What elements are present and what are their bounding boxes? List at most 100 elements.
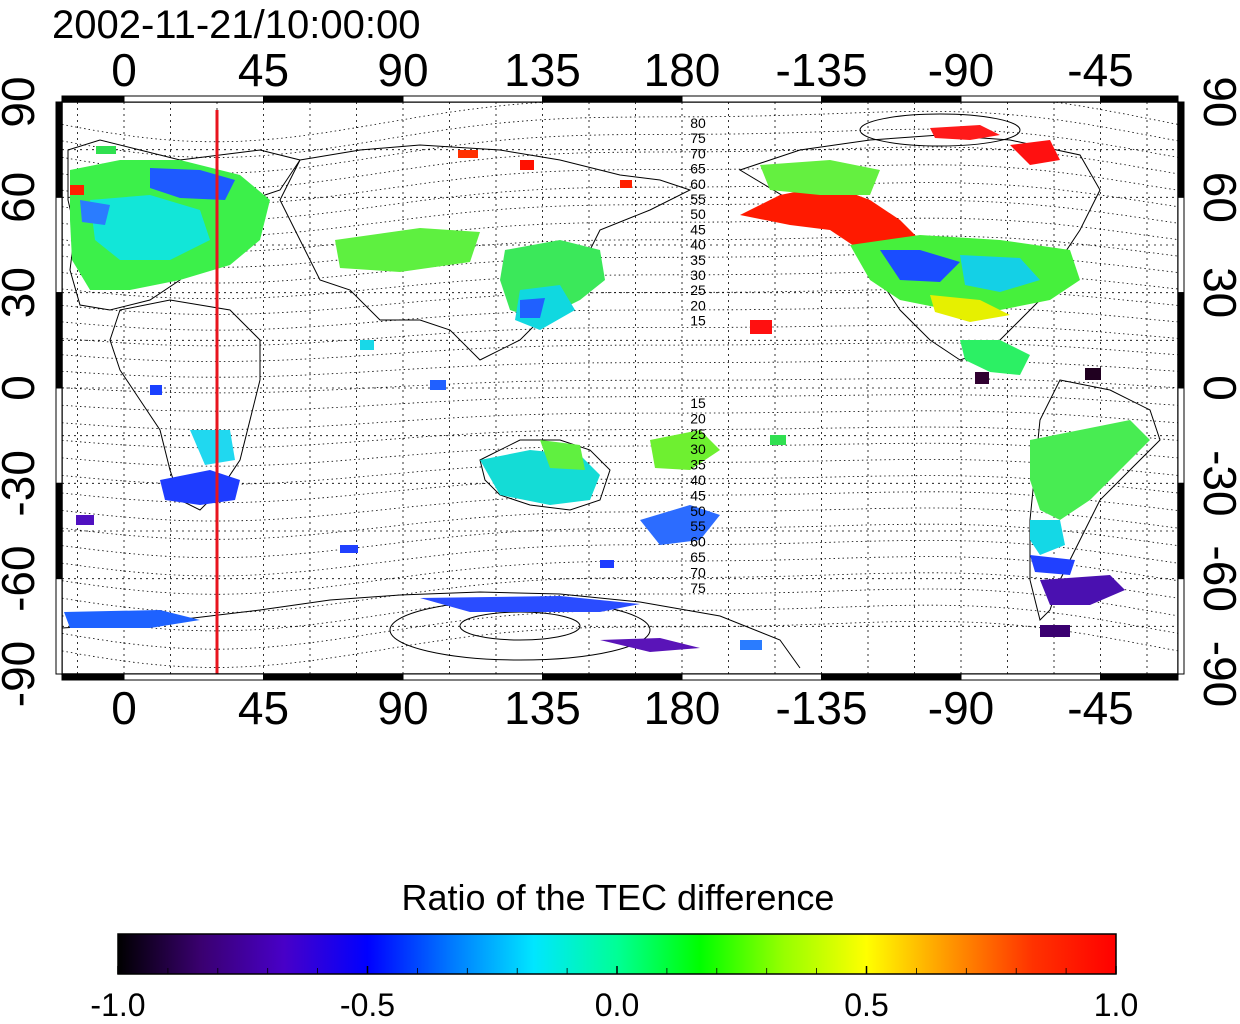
frame-top-segment bbox=[542, 95, 683, 103]
magnetic-contour-line bbox=[62, 491, 1178, 522]
contour-label-north: 65 bbox=[690, 161, 706, 177]
patch-na-yellow bbox=[930, 295, 1010, 322]
colorbar-tick-label: 1.0 bbox=[1094, 987, 1138, 1023]
magnetic-contour-line bbox=[62, 572, 1178, 614]
patch-greenland-red bbox=[1010, 140, 1060, 165]
patch-australia-green bbox=[540, 440, 585, 470]
patch-scatter bbox=[150, 385, 162, 395]
magnetic-contour-line bbox=[62, 378, 1178, 394]
colorbar-title: Ratio of the TEC difference bbox=[402, 877, 835, 918]
magnetic-contour-line bbox=[62, 426, 1178, 449]
patch-scatter bbox=[740, 640, 762, 650]
bottom-longitude-tick-labels: 0 45 90 135 180 -135 -90 -45 bbox=[111, 682, 1134, 734]
left-latitude-tick-labels: 90 60 30 0 -30 -60 -90 bbox=[0, 76, 44, 707]
top-tick-label: 45 bbox=[238, 44, 289, 96]
map-plot-area bbox=[62, 102, 1178, 674]
patch-scatter bbox=[750, 320, 772, 334]
contour-label-north: 60 bbox=[690, 176, 706, 192]
bottom-tick-label: 0 bbox=[111, 682, 137, 734]
contour-label-south: 30 bbox=[690, 441, 706, 457]
frame-bottom-segment bbox=[681, 673, 822, 681]
contour-labels: 8075706560555045403530252015152025303540… bbox=[690, 115, 706, 596]
patch-antarctica-blue-mid bbox=[420, 596, 640, 612]
left-tick-label: 30 bbox=[0, 267, 44, 318]
patch-safrica-blue bbox=[160, 470, 240, 505]
contour-label-south: 45 bbox=[690, 487, 706, 503]
magnetic-contour-line bbox=[62, 394, 1178, 412]
magnetic-contour-line bbox=[62, 271, 1178, 300]
frame-right-segment bbox=[1177, 578, 1185, 675]
contour-label-south: 75 bbox=[690, 580, 706, 596]
patch-sa-green bbox=[1030, 420, 1150, 520]
bottom-tick-label: 135 bbox=[504, 682, 581, 734]
magnetic-contour-line bbox=[62, 235, 1178, 268]
frame-top-segment bbox=[960, 95, 1101, 103]
contour-label-south: 55 bbox=[690, 518, 706, 534]
magnetic-contour-line bbox=[62, 342, 1178, 362]
patch-europe-cyan bbox=[90, 195, 210, 260]
contour-label-south: 15 bbox=[690, 395, 706, 411]
frame-top-segment bbox=[123, 95, 264, 103]
colorbar-tick-label: -0.5 bbox=[340, 987, 395, 1023]
frame-right-segment bbox=[1177, 101, 1185, 198]
patch-africa-cyan bbox=[190, 430, 235, 465]
magnetic-contour-line bbox=[62, 164, 1178, 206]
contour-label-north: 20 bbox=[690, 297, 706, 313]
patch-scatter bbox=[430, 380, 446, 390]
frame-left-segment bbox=[55, 101, 63, 198]
left-tick-label: -30 bbox=[0, 450, 44, 516]
contour-label-north: 15 bbox=[690, 313, 706, 329]
patch-eastasia-cyan bbox=[515, 285, 575, 330]
frame-bottom-segment bbox=[821, 673, 962, 681]
magnetic-latitude-contours bbox=[62, 102, 1178, 668]
magnetic-contour-line bbox=[62, 324, 1178, 347]
frame-bottom-segment bbox=[123, 673, 264, 681]
magnetic-contour-line bbox=[62, 442, 1178, 467]
colorbar-tick-label: -1.0 bbox=[90, 987, 145, 1023]
patch-scatter bbox=[620, 180, 632, 188]
patch-scatter bbox=[96, 146, 116, 154]
patch-asia-green bbox=[335, 228, 480, 272]
frame-right-segment bbox=[1177, 387, 1185, 484]
bottom-tick-label: 180 bbox=[644, 682, 721, 734]
right-tick-label: 90 bbox=[1194, 76, 1240, 127]
right-latitude-tick-labels: 90 60 30 0 -30 -60 -90 bbox=[1194, 76, 1240, 707]
magnetic-contour-line bbox=[62, 540, 1178, 577]
right-tick-label: 60 bbox=[1194, 172, 1240, 223]
left-tick-label: -90 bbox=[0, 641, 44, 707]
patch-scatter bbox=[340, 545, 358, 553]
right-tick-label: -90 bbox=[1194, 641, 1240, 707]
frame-right-segment bbox=[1177, 292, 1185, 389]
magnetic-contour-line bbox=[62, 410, 1178, 430]
coast-antarctica bbox=[62, 591, 801, 669]
colorbar-tick-label: 0.5 bbox=[844, 987, 888, 1023]
frame-top-segment bbox=[263, 95, 404, 103]
top-tick-label: 180 bbox=[644, 44, 721, 96]
contour-label-south: 40 bbox=[690, 472, 706, 488]
patch-scatter bbox=[975, 372, 989, 384]
contour-label-south: 70 bbox=[690, 564, 706, 580]
patch-canada-green bbox=[760, 160, 880, 195]
patch-scatter bbox=[520, 160, 534, 170]
bottom-tick-label: -45 bbox=[1067, 682, 1133, 734]
bottom-tick-label: -135 bbox=[775, 682, 867, 734]
patch-pacific-green bbox=[650, 430, 720, 470]
tec-ratio-data-patches bbox=[64, 125, 1150, 652]
patch-sa-purple bbox=[1040, 575, 1125, 605]
frame-left-segment bbox=[55, 482, 63, 580]
magnetic-contour-line bbox=[62, 306, 1178, 331]
right-tick-label: 30 bbox=[1194, 267, 1240, 318]
patch-europe-blue-2 bbox=[80, 200, 110, 225]
colorbar-ticks: -1.0 -0.5 0.0 0.5 1.0 bbox=[90, 966, 1138, 1023]
magnetic-contour-line bbox=[62, 289, 1178, 315]
frame-bottom-segment bbox=[960, 673, 1101, 681]
magnetic-contour-line bbox=[62, 556, 1178, 595]
frame-bottom-segment bbox=[542, 673, 683, 681]
magnetic-contour-line bbox=[62, 200, 1178, 237]
patch-na-cyan bbox=[960, 255, 1040, 292]
top-tick-label: -45 bbox=[1067, 44, 1133, 96]
patch-scatter bbox=[770, 435, 786, 445]
frame-top-segment bbox=[1100, 95, 1179, 103]
patch-scatter bbox=[1040, 625, 1070, 637]
